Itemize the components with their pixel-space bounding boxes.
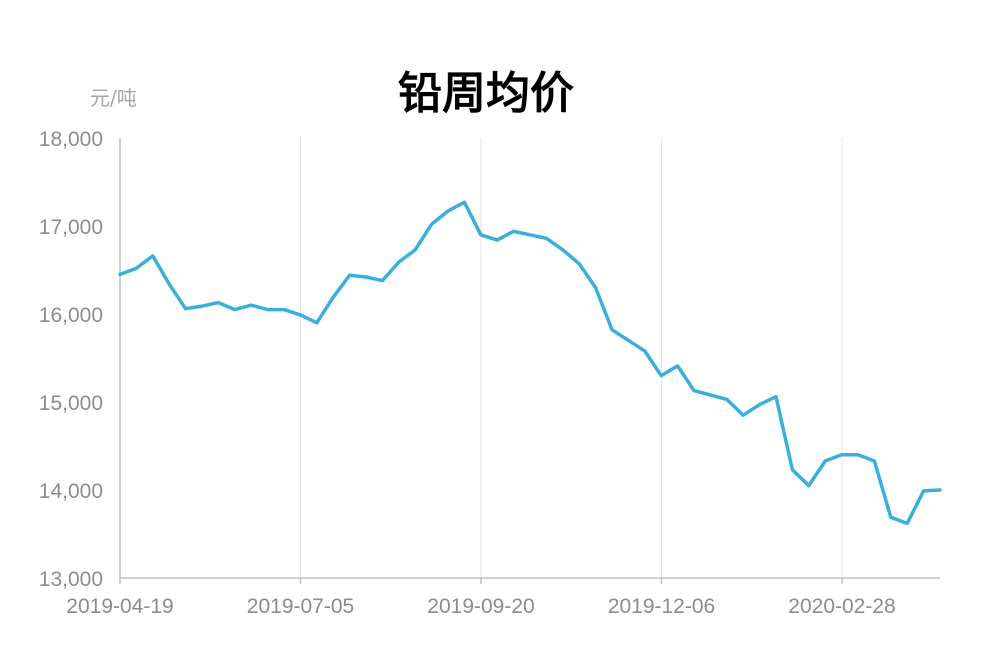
data-point [741,413,745,417]
data-point [594,286,598,290]
data-point [758,403,762,407]
data-point [528,233,532,237]
data-point [331,295,335,299]
x-axis-ticks: 2019-04-19 2019-07-05 2019-09-20 2019-12-06… [66,578,896,618]
data-point [807,484,811,488]
chart-title: 铅周均价 [398,68,574,119]
y-tick-label: 15,000 [39,392,103,415]
data-point [298,313,302,317]
axes [119,138,940,579]
y-tick-label: 16,000 [39,304,103,327]
data-point [708,393,712,397]
data-point [446,209,450,213]
x-tick-label: 2019-09-20 [427,595,534,618]
data-point [512,229,516,233]
data-point [659,374,663,378]
data-point [840,453,844,457]
data-point [479,233,483,237]
data-point [774,395,778,399]
data-point [462,200,466,204]
data-point [889,515,893,519]
data-point [315,321,319,325]
y-tick-label: 14,000 [39,480,103,503]
data-point [282,308,286,312]
data-point [905,521,909,525]
y-axis-unit-label: 元/吨 [90,86,137,110]
data-point [184,307,188,311]
data-point [626,338,630,342]
data-point [692,389,696,393]
x-tick-label: 2019-07-05 [247,595,354,618]
data-point [430,222,434,226]
data-point [561,248,565,252]
data-point [233,308,237,312]
x-tick-label: 2019-04-19 [66,595,173,618]
y-axis-ticks: 13,000 14,000 15,000 16,000 17,000 18,000 [39,128,103,591]
series-layer [118,200,942,526]
data-point [216,301,220,305]
data-point [249,303,253,307]
x-tick-label: 2020-02-28 [788,595,895,618]
data-point [167,282,171,286]
data-point [823,459,827,463]
data-point [118,272,122,276]
data-point [495,238,499,242]
data-point [380,279,384,283]
y-tick-label: 13,000 [39,568,103,591]
data-point [577,262,581,266]
data-point [725,397,729,401]
data-point [676,364,680,368]
grid-lines [300,138,843,578]
data-point [610,328,614,332]
data-point [348,273,352,277]
y-tick-label: 17,000 [39,216,103,239]
data-point [151,254,155,258]
data-point [266,308,270,312]
data-point [134,266,138,270]
data-point [922,489,926,493]
data-point [643,349,647,353]
data-point [200,304,204,308]
data-point [544,236,548,240]
data-point [790,468,794,472]
x-tick-label: 2019-12-06 [608,595,715,618]
data-point [413,248,417,252]
data-point [856,453,860,457]
series-line [118,200,942,526]
data-point [938,488,942,492]
data-point [397,260,401,264]
data-point [364,275,368,279]
y-tick-label: 18,000 [39,128,103,151]
data-point [872,459,876,463]
